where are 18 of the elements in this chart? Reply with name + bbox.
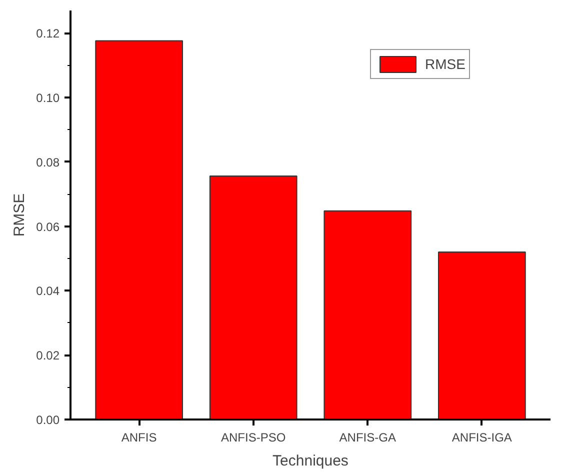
y-tick-label: 0.12: [36, 26, 60, 41]
x-tick-label: ANFIS: [121, 430, 157, 444]
y-tick-label: 0.08: [36, 155, 60, 170]
y-tick-label: 0.00: [36, 413, 60, 427]
legend-label: RMSE: [425, 56, 466, 72]
x-tick-label: ANFIS-PSO: [221, 430, 286, 444]
x-tick-label: ANFIS-IGA: [452, 430, 512, 444]
x-axis-title: Techniques: [272, 452, 348, 470]
y-tick-label: 0.04: [36, 284, 60, 298]
y-tick-label: 0.06: [36, 220, 60, 234]
bar: [209, 176, 298, 420]
bar: [324, 210, 412, 420]
x-tick-label: ANFIS-GA: [339, 430, 396, 444]
bar: [95, 40, 183, 420]
y-tick-label: 0.10: [36, 90, 60, 105]
y-axis-title: RMSE: [11, 193, 28, 237]
y-tick-label: 0.02: [36, 348, 60, 363]
bar: [438, 252, 526, 420]
